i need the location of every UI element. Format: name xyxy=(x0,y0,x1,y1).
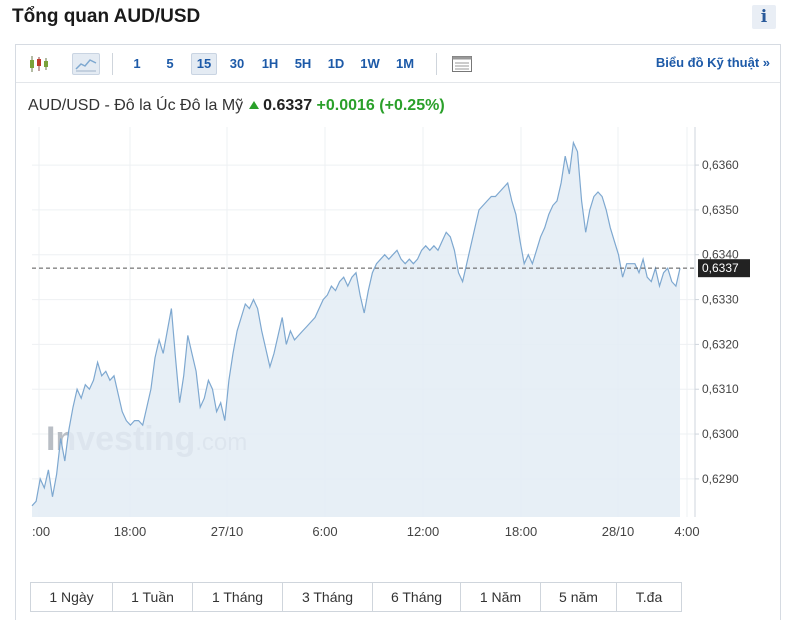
instrument-name: AUD/USD - Đô la Úc Đô la Mỹ xyxy=(28,97,244,114)
interval-1[interactable]: 1 xyxy=(133,56,141,71)
x-tick-label: :00 xyxy=(32,524,50,539)
current-price-label: 0,6337 xyxy=(702,261,739,275)
y-tick-label: 0,6300 xyxy=(702,427,739,441)
toolbar-divider xyxy=(436,53,437,75)
x-tick-label: 27/10 xyxy=(211,524,244,539)
price-line xyxy=(31,140,681,507)
x-tick-label: 28/10 xyxy=(602,524,635,539)
range-5-years[interactable]: 5 năm xyxy=(541,583,617,611)
price-change: +0.0016 xyxy=(316,97,375,114)
range-1-week[interactable]: 1 Tuần xyxy=(113,583,193,611)
interval-30[interactable]: 30 xyxy=(229,56,245,71)
last-price: 0.6337 xyxy=(263,97,313,114)
interval-1d[interactable]: 1D xyxy=(327,56,345,71)
x-tick-label: 12:00 xyxy=(407,524,440,539)
range-max[interactable]: T.đa xyxy=(617,583,681,611)
technical-chart-link[interactable]: Biểu đồ Kỹ thuật » xyxy=(655,55,770,70)
interval-5h[interactable]: 5H xyxy=(294,56,312,71)
interval-1h[interactable]: 1H xyxy=(261,56,279,71)
quote-line: AUD/USD - Đô la Úc Đô la Mỹ 0.6337 +0.001… xyxy=(28,97,445,115)
interval-1m[interactable]: 1M xyxy=(395,56,415,71)
y-tick-label: 0,6360 xyxy=(702,158,739,172)
page-title: Tổng quan AUD/USD xyxy=(12,6,201,27)
x-tick-label: 6:00 xyxy=(312,524,337,539)
y-tick-label: 0,6330 xyxy=(702,293,739,307)
current-price-badge xyxy=(698,259,750,278)
time-range-selector: 1 Ngày 1 Tuần 1 Tháng 3 Tháng 6 Tháng 1 … xyxy=(30,582,682,612)
price-area-fill xyxy=(32,142,680,517)
range-1-day[interactable]: 1 Ngày xyxy=(31,583,113,611)
y-tick-label: 0,6350 xyxy=(702,203,739,217)
area-chart-icon[interactable] xyxy=(72,53,100,75)
range-6-months[interactable]: 6 Tháng xyxy=(373,583,461,611)
x-tick-label: 4:00 xyxy=(674,524,699,539)
info-button[interactable]: i xyxy=(752,5,776,29)
interval-15[interactable]: 15 xyxy=(191,53,217,75)
y-tick-label: 0,6290 xyxy=(702,472,739,486)
interval-5[interactable]: 5 xyxy=(166,56,174,71)
interval-1w[interactable]: 1W xyxy=(360,56,380,71)
y-tick-label: 0,6310 xyxy=(702,382,739,396)
table-view-icon[interactable] xyxy=(450,53,474,75)
up-arrow-icon xyxy=(249,101,260,109)
range-1-year[interactable]: 1 Năm xyxy=(461,583,541,611)
price-change-percent: (+0.25%) xyxy=(379,97,445,114)
chart-toolbar: 1 5 15 30 1H 5H 1D 1W 1M Biểu đồ Kỹ thuậ… xyxy=(16,45,780,83)
range-1-month[interactable]: 1 Tháng xyxy=(193,583,283,611)
candlestick-icon[interactable] xyxy=(26,53,52,75)
price-chart[interactable]: Investing.com0,62900,63000,63100,63200,6… xyxy=(16,45,780,575)
y-tick-label: 0,6340 xyxy=(702,248,739,262)
y-tick-label: 0,6320 xyxy=(702,337,739,351)
toolbar-divider xyxy=(112,53,113,75)
range-3-months[interactable]: 3 Tháng xyxy=(283,583,373,611)
x-tick-label: 18:00 xyxy=(114,524,147,539)
chart-widget: 1 5 15 30 1H 5H 1D 1W 1M Biểu đồ Kỹ thuậ… xyxy=(15,44,781,620)
x-tick-label: 18:00 xyxy=(505,524,538,539)
